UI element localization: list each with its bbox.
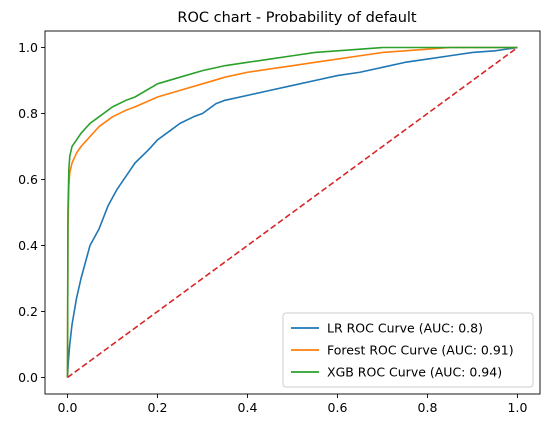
y-tick-label: 0.0 (18, 370, 38, 385)
series-line-2 (66, 46, 518, 378)
legend-label: LR ROC Curve (AUC: 0.8) (327, 321, 483, 336)
legend-box (282, 312, 534, 388)
axis-ticks: 0.0 0.2 0.4 0.6 0.8 1.0 0.0 0.2 0.4 0.6 0.8 1.0 (18, 40, 527, 415)
x-tick-label: 0.6 (328, 400, 348, 415)
legend-label: Forest ROC Curve (AUC: 0.91) (327, 343, 514, 358)
y-tick-label: 0.8 (18, 106, 38, 121)
legend-label: XGB ROC Curve (AUC: 0.94) (327, 365, 502, 380)
x-tick-label: 1.0 (508, 400, 528, 415)
y-tick-label: 1.0 (18, 40, 38, 55)
series-line-0 (66, 46, 518, 378)
y-tick-label: 0.6 (18, 172, 38, 187)
legend: LR ROC Curve (AUC: 0.8) Forest ROC Curve … (282, 312, 534, 388)
x-tick-label: 0.8 (418, 400, 438, 415)
y-tick-label: 0.4 (18, 238, 38, 253)
series-line-1 (66, 46, 518, 378)
plot-area-frame (44, 30, 541, 395)
x-tick-label: 0.0 (58, 400, 78, 415)
x-tick-label: 0.4 (238, 400, 258, 415)
chart-title: ROC chart - Probability of default (177, 10, 417, 26)
x-tick-label: 0.2 (148, 400, 168, 415)
y-tick-label: 0.2 (18, 304, 38, 319)
diagonal-reference-line (67, 46, 518, 379)
